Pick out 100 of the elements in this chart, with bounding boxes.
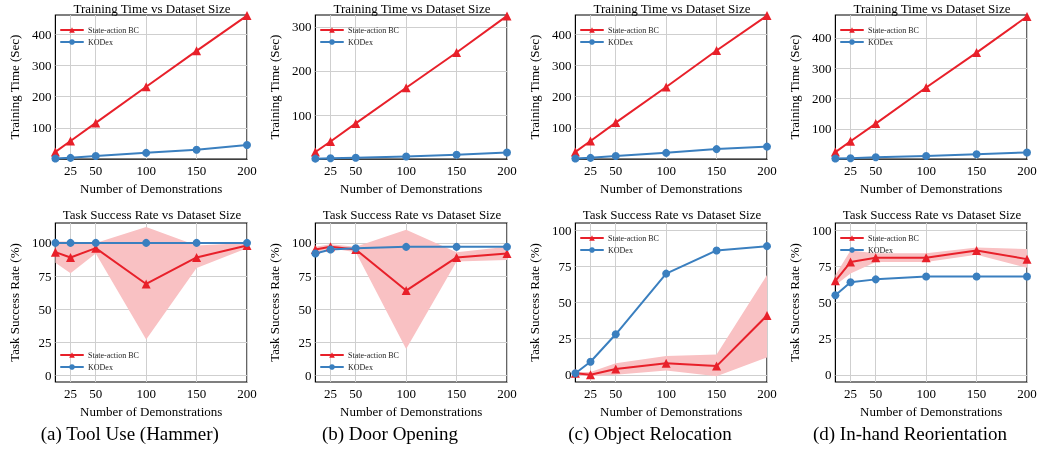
y-tick-label: 25	[38, 334, 52, 350]
point	[1023, 272, 1031, 281]
y-tick-label: 25	[558, 331, 572, 347]
legend-label: State-action BC	[608, 233, 659, 243]
x-tick-label: 200	[1017, 386, 1037, 401]
point	[972, 272, 981, 281]
point	[326, 154, 335, 163]
y-tick-label: 0	[564, 367, 572, 383]
x-tick-label: 25	[584, 163, 598, 179]
y-tick-label: 400	[31, 26, 52, 42]
y-axis-title: Training Time (Sec)	[787, 34, 802, 140]
x-axis-title: Number of Demonstrations	[600, 181, 743, 196]
y-tick-label: 100	[291, 235, 312, 251]
point	[662, 148, 671, 157]
point	[142, 148, 151, 157]
y-tick-label: 100	[811, 121, 832, 137]
text: (b) Door Opening	[321, 423, 459, 445]
point	[326, 136, 336, 146]
y-tick-label: 100	[291, 107, 312, 123]
chart-title: Training Time vs Dataset Size	[333, 1, 491, 16]
point	[142, 238, 151, 247]
x-tick-label: 150	[446, 386, 467, 401]
legend-label: State-action BC	[88, 25, 139, 35]
legend-label: KODex	[868, 37, 893, 47]
point	[762, 11, 772, 21]
point	[661, 82, 671, 92]
y-tick-label: 50	[818, 295, 832, 310]
y-tick-label: 200	[31, 89, 52, 105]
y-tick-label: 25	[818, 331, 832, 347]
point	[66, 153, 75, 162]
x-tick-label: 50	[349, 163, 363, 179]
y-tick-label: 75	[298, 268, 312, 284]
point	[452, 252, 462, 262]
x-tick-label: 50	[349, 386, 363, 401]
legend-label: KODex	[88, 37, 113, 47]
legend-label: State-action BC	[868, 25, 919, 35]
point	[571, 154, 580, 163]
legend-label: State-action BC	[348, 25, 399, 35]
x-tick-label: 50	[609, 163, 623, 179]
chart-title: Task Success Rate vs Dataset Size	[582, 207, 762, 222]
point	[351, 118, 361, 128]
legend-label: State-action BC	[88, 350, 139, 360]
point	[586, 153, 595, 162]
point	[311, 249, 320, 258]
y-tick-label: 0	[824, 367, 832, 383]
point	[871, 153, 880, 162]
point	[611, 151, 620, 160]
y-tick-label: 100	[811, 222, 832, 238]
y-axis-title: Task Success Rate (%)	[527, 243, 542, 362]
point	[1022, 254, 1032, 264]
point	[311, 154, 320, 163]
y-tick-label: 300	[811, 60, 832, 76]
x-tick-label: 25	[844, 163, 858, 179]
x-tick-label: 50	[89, 163, 103, 179]
point	[242, 11, 252, 21]
x-tick-label: 200	[237, 163, 257, 179]
y-axis-title: Task Success Rate (%)	[267, 243, 282, 362]
x-tick-label: 50	[869, 386, 883, 401]
point	[586, 136, 596, 146]
point	[921, 83, 931, 93]
x-tick-label: 200	[237, 386, 257, 401]
chart-title: Task Success Rate vs Dataset Size	[62, 207, 242, 222]
y-tick-label: 75	[38, 268, 52, 284]
point	[712, 361, 722, 371]
y-tick-label: 100	[31, 120, 52, 136]
x-tick-label: 200	[757, 163, 777, 179]
legend-label: KODex	[608, 245, 633, 255]
y-axis-title: Task Success Rate (%)	[787, 243, 802, 362]
x-tick-label: 100	[916, 386, 936, 401]
text: (c) Object Relocation	[568, 423, 733, 445]
x-tick-label: 25	[324, 386, 338, 401]
point	[972, 245, 982, 255]
point	[66, 252, 76, 262]
point	[846, 154, 855, 163]
point	[763, 142, 771, 151]
chart-title: Training Time vs Dataset Size	[853, 1, 1011, 16]
point	[846, 257, 856, 267]
x-tick-label: 50	[869, 163, 883, 179]
y-tick-label: 25	[298, 334, 312, 350]
point	[243, 141, 251, 150]
point	[762, 311, 772, 321]
point	[661, 358, 671, 368]
point	[972, 150, 981, 159]
point	[972, 48, 982, 58]
x-tick-label: 150	[186, 386, 207, 401]
legend-label: KODex	[868, 245, 893, 255]
point	[503, 242, 511, 251]
x-axis-title: Number of Demonstrations	[340, 403, 483, 419]
x-tick-label: 100	[916, 163, 936, 179]
legend-label: KODex	[88, 362, 113, 372]
point	[192, 145, 201, 154]
x-tick-label: 150	[186, 163, 207, 179]
point	[712, 145, 721, 154]
legend-label: KODex	[348, 37, 373, 47]
x-tick-label: 100	[136, 163, 156, 179]
x-tick-label: 25	[324, 163, 338, 179]
point	[50, 247, 60, 257]
x-tick-label: 150	[706, 163, 727, 179]
x-axis-title: Number of Demonstrations	[860, 181, 1003, 196]
y-tick-label: 200	[551, 89, 572, 105]
